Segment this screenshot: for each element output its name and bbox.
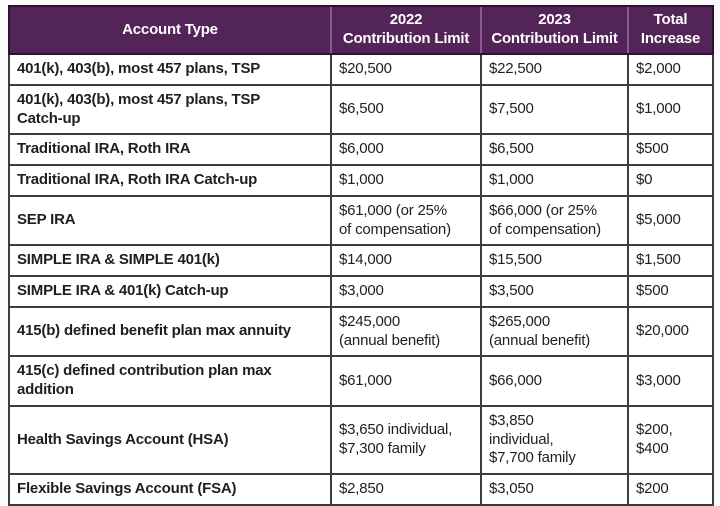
table-row: Flexible Savings Account (FSA) $2,850 $3,0… [8,473,714,506]
cell-2022-limit: $6,500 [330,83,482,136]
column-header-total-increase: Total Increase [627,5,714,55]
cell-2022-limit: $6,000 [330,133,482,166]
table-row: 401(k), 403(b), most 457 plans, TSP Catc… [8,83,714,136]
cell-2023-limit: $7,500 [480,83,629,136]
cell-account-type: SEP IRA [8,194,332,247]
cell-2023-limit: $1,000 [480,164,629,197]
cell-2023-limit: $3,500 [480,275,629,308]
column-header-2022-limit: 2022 Contribution Limit [330,5,481,55]
cell-2022-limit: $3,650 individual, $7,300 family [330,404,482,476]
table-row: Traditional IRA, Roth IRA $6,000 $6,500 $50… [8,133,714,166]
cell-2022-limit: $245,000 (annual benefit) [330,305,482,358]
cell-account-type: SIMPLE IRA & SIMPLE 401(k) [8,244,332,277]
cell-account-type: Flexible Savings Account (FSA) [8,473,332,506]
cell-account-type: 401(k), 403(b), most 457 plans, TSP [8,53,332,86]
table-row: SIMPLE IRA & SIMPLE 401(k) $14,000 $15,500… [8,244,714,277]
column-header-2023-limit: 2023 Contribution Limit [480,5,628,55]
cell-account-type: 415(b) defined benefit plan max annuity [8,305,332,358]
cell-2022-limit: $3,000 [330,275,482,308]
table-row: 401(k), 403(b), most 457 plans, TSP $20,5… [8,53,714,86]
table-row: SIMPLE IRA & 401(k) Catch-up $3,000 $3,500… [8,275,714,308]
cell-2022-limit: $61,000 [330,355,482,407]
cell-2023-limit: $3,850 individual, $7,700 family [480,404,629,476]
cell-2023-limit: $265,000 (annual benefit) [480,305,629,358]
table-row: 415(b) defined benefit plan max annuity $… [8,305,714,358]
table-row: 415(c) defined contribution plan max add… [8,355,714,407]
cell-2022-limit: $20,500 [330,53,482,86]
cell-2022-limit: $61,000 (or 25% of compensation) [330,194,482,247]
cell-total-increase: $0 [627,164,714,197]
table-row: SEP IRA $61,000 (or 25% of compensation) $… [8,194,714,247]
cell-total-increase: $500 [627,133,714,166]
cell-2023-limit: $22,500 [480,53,629,86]
cell-2023-limit: $66,000 [480,355,629,407]
cell-2022-limit: $14,000 [330,244,482,277]
cell-account-type: Health Savings Account (HSA) [8,404,332,476]
table-row: Health Savings Account (HSA) $3,650 indiv… [8,404,714,476]
cell-total-increase: $2,000 [627,53,714,86]
cell-total-increase: $1,500 [627,244,714,277]
cell-account-type: 401(k), 403(b), most 457 plans, TSP Catc… [8,83,332,136]
cell-2022-limit: $2,850 [330,473,482,506]
cell-total-increase: $200 [627,473,714,506]
cell-total-increase: $1,000 [627,83,714,136]
cell-account-type: 415(c) defined contribution plan max add… [8,355,332,407]
table-header-row: Account Type 2022 Contribution Limit 202… [8,5,714,55]
cell-2023-limit: $15,500 [480,244,629,277]
table-row: Traditional IRA, Roth IRA Catch-up $1,000… [8,164,714,197]
cell-account-type: Traditional IRA, Roth IRA [8,133,332,166]
cell-2023-limit: $6,500 [480,133,629,166]
cell-2023-limit: $66,000 (or 25% of compensation) [480,194,629,247]
cell-2023-limit: $3,050 [480,473,629,506]
column-header-account-type: Account Type [8,5,331,55]
contribution-limits-table: Account Type 2022 Contribution Limit 202… [8,5,714,506]
cell-2022-limit: $1,000 [330,164,482,197]
cell-account-type: Traditional IRA, Roth IRA Catch-up [8,164,332,197]
cell-account-type: SIMPLE IRA & 401(k) Catch-up [8,275,332,308]
cell-total-increase: $3,000 [627,355,714,407]
cell-total-increase: $200, $400 [627,404,714,476]
table-body: 401(k), 403(b), most 457 plans, TSP $20,5… [8,53,714,506]
cell-total-increase: $5,000 [627,194,714,247]
cell-total-increase: $500 [627,275,714,308]
cell-total-increase: $20,000 [627,305,714,358]
